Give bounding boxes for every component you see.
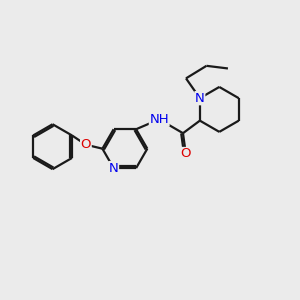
Text: NH: NH <box>149 113 169 126</box>
Text: N: N <box>109 162 118 175</box>
Text: O: O <box>180 148 191 160</box>
Text: N: N <box>195 92 205 105</box>
Text: O: O <box>81 138 91 151</box>
